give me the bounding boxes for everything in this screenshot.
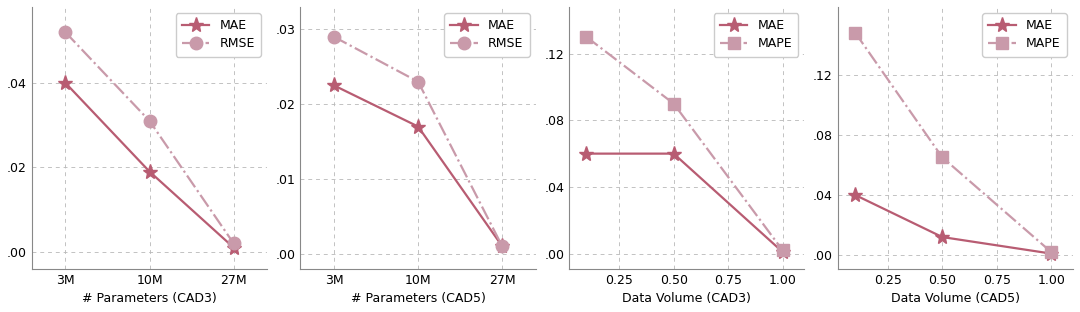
X-axis label: Data Volume (CAD3): Data Volume (CAD3) — [622, 292, 752, 305]
RMSE — [59, 30, 72, 34]
MAE — [59, 81, 72, 85]
MAE — [143, 170, 156, 173]
Line: MAE: MAE — [579, 146, 791, 260]
Legend: MAE, MAPE: MAE, MAPE — [982, 13, 1067, 57]
MAE — [667, 152, 680, 155]
RMSE — [411, 80, 424, 84]
RMSE — [327, 35, 340, 39]
MAPE — [777, 248, 789, 252]
MAE — [496, 244, 509, 248]
Legend: MAE, MAPE: MAE, MAPE — [714, 13, 798, 57]
Legend: MAE, RMSE: MAE, RMSE — [444, 13, 529, 57]
MAE — [935, 235, 948, 239]
Line: RMSE: RMSE — [59, 26, 240, 250]
MAE — [227, 246, 240, 249]
MAE — [327, 84, 340, 87]
Legend: MAE, RMSE: MAE, RMSE — [176, 13, 261, 57]
RMSE — [143, 119, 156, 123]
X-axis label: # Parameters (CAD5): # Parameters (CAD5) — [351, 292, 486, 305]
Line: MAE: MAE — [58, 75, 241, 255]
X-axis label: Data Volume (CAD5): Data Volume (CAD5) — [891, 292, 1020, 305]
Line: MAE: MAE — [848, 187, 1058, 261]
RMSE — [496, 244, 509, 248]
MAE — [580, 152, 593, 155]
MAE — [777, 250, 789, 254]
Line: MAE: MAE — [326, 78, 510, 254]
MAPE — [580, 35, 593, 39]
MAPE — [1044, 250, 1057, 254]
X-axis label: # Parameters (CAD3): # Parameters (CAD3) — [82, 292, 217, 305]
Line: MAPE: MAPE — [581, 32, 788, 256]
MAPE — [935, 155, 948, 159]
Line: MAPE: MAPE — [850, 27, 1057, 258]
MAE — [1044, 252, 1057, 256]
RMSE — [227, 241, 240, 245]
MAPE — [667, 102, 680, 105]
MAE — [849, 193, 862, 197]
Line: RMSE: RMSE — [328, 31, 509, 252]
MAE — [411, 125, 424, 129]
MAPE — [849, 31, 862, 34]
